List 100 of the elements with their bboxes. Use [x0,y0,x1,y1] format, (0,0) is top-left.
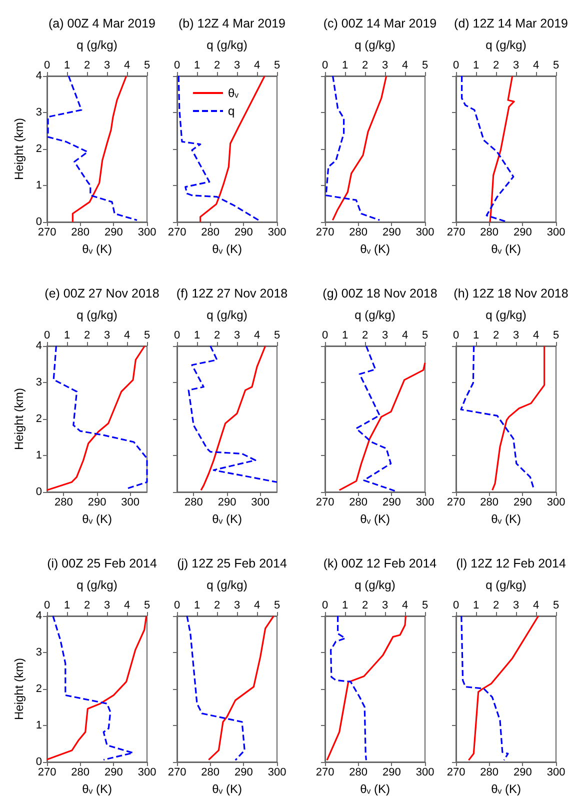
chart-title: (g) 00Z 18 Nov 2018 [322,286,438,300]
x-tick-label: 300 [416,766,434,778]
x2-tick-label: 2 [214,330,220,342]
x2-tick-label: 1 [342,600,348,612]
x2-tick-label: 5 [552,60,560,72]
x-tick-label: 290 [382,766,401,778]
x-tick-label: 270 [38,226,56,238]
x-tick-label: 280 [71,766,90,778]
x-tick-label: 280 [349,766,368,778]
x2-tick-label: 1 [64,600,70,612]
x-axis-title: θᵥ (K) [212,782,242,796]
legend-label: θᵥ [228,86,239,100]
x-axis-title: θᵥ (K) [212,512,242,526]
x2-tick-label: 0 [44,60,50,72]
x2-tick-label: 4 [532,330,540,342]
x2-tick-label: 4 [124,600,130,612]
x2-tick-label: 1 [194,600,200,612]
x2-tick-label: 2 [84,600,90,612]
x2-tick-label: 2 [214,60,220,72]
x2-tick-label: 3 [512,600,520,612]
chart-title: (l) 12Z 12 Feb 2014 [456,556,566,570]
x2-tick-label: 3 [382,60,388,72]
x2-tick-label: 1 [194,330,200,342]
x2-axis-title: q (g/kg) [486,308,526,322]
x2-tick-label: 0 [452,60,460,72]
x-tick-label: 290 [234,226,253,238]
x2-tick-label: 1 [472,60,480,72]
x2-tick-label: 4 [532,60,540,72]
x-tick-label: 300 [268,226,286,238]
x2-tick-label: 4 [254,60,260,72]
chart-title: (e) 00Z 27 Nov 2018 [44,286,160,300]
chart-title: (b) 12Z 4 Mar 2019 [178,16,286,30]
x-tick-label: 300 [546,226,566,238]
x-tick-label: 290 [234,766,253,778]
y-axis-title: Height (km) [12,658,26,720]
y-tick-label: 2 [36,413,42,425]
chart-title: (i) 00Z 25 Feb 2014 [47,556,157,570]
y-tick-label: 4 [36,70,42,82]
x-tick-label: 280 [201,226,220,238]
x2-axis-title: q (g/kg) [76,308,118,322]
x-tick-label: 270 [316,496,334,508]
y-tick-label: 1 [36,450,42,462]
x-tick-label: 280 [480,226,499,238]
x2-tick-label: 3 [512,330,520,342]
x-tick-label: 270 [168,766,186,778]
x2-tick-label: 0 [322,60,328,72]
chart-title: (h) 12Z 18 Nov 2018 [454,286,568,300]
x-tick-label: 300 [251,496,270,508]
x2-tick-label: 5 [552,330,560,342]
x2-tick-label: 1 [342,330,348,342]
x2-tick-label: 1 [194,60,200,72]
x2-tick-label: 0 [44,330,50,342]
x-tick-label: 270 [316,766,334,778]
x2-tick-label: 5 [422,60,428,72]
x2-tick-label: 1 [472,330,480,342]
x-tick-label: 280 [201,766,220,778]
x2-axis-title: q (g/kg) [486,578,526,592]
x-tick-label: 280 [349,226,368,238]
x2-tick-label: 2 [84,60,90,72]
x-tick-label: 300 [268,766,286,778]
x-axis-title: θᵥ (K) [82,782,112,796]
x-tick-label: 300 [138,226,156,238]
x-tick-label: 270 [446,766,466,778]
x2-tick-label: 3 [104,600,110,612]
y-axis-title: Height (km) [12,388,26,450]
line-series [72,75,128,223]
y-tick-label: 1 [36,180,42,192]
chart-title: (j) 12Z 25 Feb 2014 [177,556,287,570]
y-tick-label: 1 [36,720,42,732]
x-tick-label: 280 [480,766,499,778]
x2-tick-label: 5 [422,600,428,612]
x-tick-label: 290 [104,226,123,238]
x-tick-label: 270 [316,226,334,238]
x2-tick-label: 3 [234,600,240,612]
x2-tick-label: 0 [322,600,328,612]
x-axis-title: θᵥ (K) [360,512,390,526]
x2-tick-label: 1 [64,60,70,72]
y-tick-label: 3 [36,106,42,118]
y-tick-label: 0 [36,486,42,498]
y-axis-title: Height (km) [12,118,26,180]
x-tick-label: 290 [513,766,532,778]
x2-axis-title: q (g/kg) [206,38,248,52]
x2-tick-label: 3 [104,60,110,72]
y-tick-label: 2 [36,143,42,155]
y-tick-label: 0 [36,216,42,228]
x2-axis-title: q (g/kg) [354,38,396,52]
x2-tick-label: 4 [124,60,130,72]
x-tick-label: 280 [54,496,73,508]
x2-tick-label: 5 [422,330,428,342]
x-tick-label: 290 [218,496,236,508]
y-tick-label: 4 [36,340,42,352]
x-tick-label: 300 [138,766,156,778]
x-tick-label: 280 [349,496,368,508]
x2-tick-label: 2 [492,600,500,612]
x2-tick-label: 5 [274,60,280,72]
x2-tick-label: 3 [512,60,520,72]
x2-tick-label: 2 [362,330,368,342]
x2-axis-title: q (g/kg) [206,308,248,322]
x-tick-label: 290 [104,766,123,778]
x-axis-title: θᵥ (K) [491,782,521,796]
